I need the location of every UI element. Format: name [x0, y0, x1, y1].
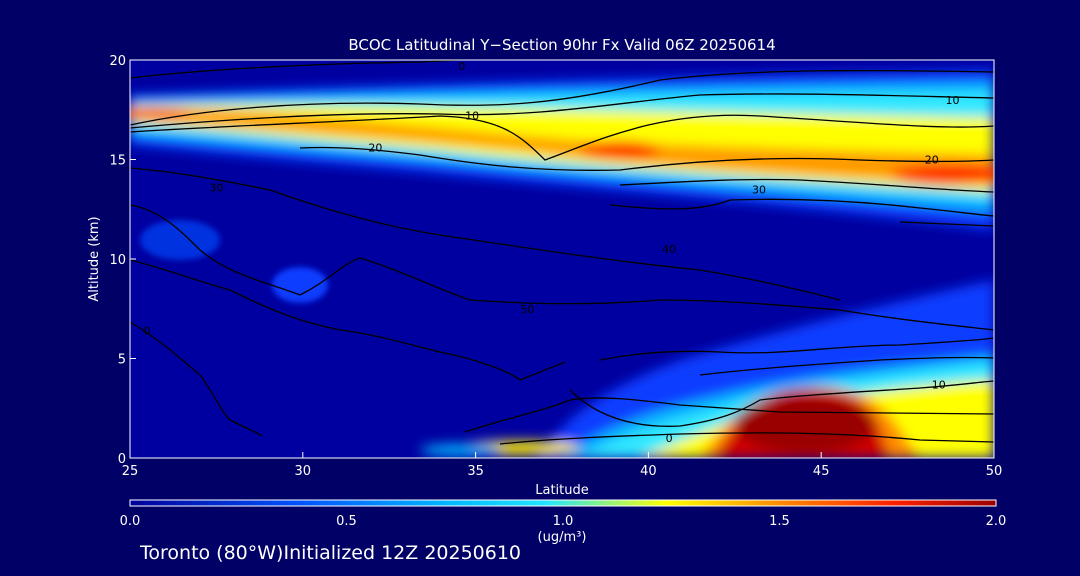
contour-line: [569, 380, 994, 427]
contour-label: 30: [209, 181, 223, 194]
contour-label: 40: [662, 243, 676, 256]
contour-line: [899, 221, 994, 227]
colorbar-unit-label: (ug/m³): [538, 530, 587, 545]
contour-lines: [130, 60, 994, 445]
concentration-field: 0 10 10 20 20 30 30 0 10 40 50 0: [130, 60, 994, 458]
band-upper-orange: [130, 107, 994, 185]
contour-line: [609, 198, 994, 217]
contour-label: 10: [932, 378, 946, 391]
y-tick-label: 20: [109, 54, 126, 69]
colorbar-tick-label: 1.0: [553, 514, 574, 529]
y-tick-label: 15: [109, 154, 126, 169]
x-tick-label: 30: [295, 464, 312, 479]
band-upper-red-east: [890, 165, 994, 185]
contour-line: [130, 167, 841, 301]
band-lower-darkred: [735, 397, 875, 453]
contour-line: [499, 432, 994, 445]
contour-line: [130, 259, 566, 381]
colorbar-tick-label: 0.0: [120, 514, 141, 529]
contour-label: 50: [520, 303, 534, 316]
contour-label: 0: [666, 432, 673, 445]
band-upper-red-west: [130, 108, 190, 120]
contour-line: [464, 397, 994, 433]
colorbar-tick-label: 2.0: [986, 514, 1007, 529]
colorbar: [129, 499, 997, 507]
y-tick-label: 10: [109, 253, 126, 268]
band-surface-cyan: [420, 444, 500, 456]
contour-label: 20: [925, 154, 939, 167]
contour-labels: 0 10 10 20 20 30 30 0 10 40 50 0: [144, 60, 960, 445]
contour-label: 0: [144, 325, 151, 338]
contour-label: 10: [946, 94, 960, 107]
x-axis: 25 30 35 40 45 50: [122, 452, 1003, 479]
x-tick-label: 35: [467, 464, 484, 479]
patch-blue-26n: [140, 220, 220, 260]
contour-label: 0: [458, 60, 465, 73]
footer-caption: Toronto (80°W)Initialized 12Z 20250610: [140, 542, 522, 564]
contour-label: 30: [752, 183, 766, 196]
x-tick-label: 40: [640, 464, 657, 479]
y-tick-label: 0: [118, 452, 126, 467]
contour-line: [130, 321, 263, 437]
contour-line: [130, 60, 474, 79]
y-axis-label: Altitude (km): [87, 216, 102, 301]
contour-label: 20: [368, 142, 382, 155]
contour-line: [599, 337, 994, 361]
band-upper-red-mid: [580, 141, 660, 159]
contour-line: [130, 114, 994, 161]
contour-line: [130, 93, 994, 129]
contour-line: [619, 178, 994, 193]
x-tick-label: 50: [986, 464, 1003, 479]
chart-title: BCOC Latitudinal Y−Section 90hr Fx Valid…: [348, 36, 775, 54]
contour-line: [130, 204, 994, 331]
colorbar-tick-label: 0.5: [336, 514, 357, 529]
colorbar-tick-label: 1.5: [769, 514, 790, 529]
x-tick-label: 45: [813, 464, 830, 479]
y-tick-label: 5: [118, 353, 126, 368]
x-axis-label: Latitude: [535, 483, 589, 498]
x-tick-label: 25: [122, 464, 139, 479]
contour-line: [299, 146, 994, 171]
patch-blue-30n: [272, 267, 328, 303]
contour-line: [130, 69, 994, 126]
contour-label: 10: [465, 110, 479, 123]
y-axis: 0 5 10 15 20: [109, 54, 136, 467]
contour-line: [699, 356, 994, 376]
colorbar-ticks: 0.0 0.5 1.0 1.5 2.0: [120, 514, 1007, 529]
